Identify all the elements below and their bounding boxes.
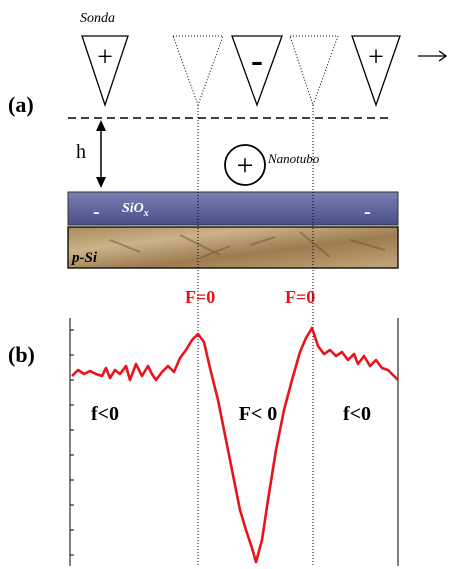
probe-sign: + [97, 42, 113, 73]
tick-marks [70, 330, 74, 555]
probe-sign: + [368, 42, 384, 73]
force-curve [72, 328, 398, 562]
panel-label: (b) [8, 342, 35, 367]
region-label: f<0 [343, 403, 371, 425]
probe-ghost [290, 36, 338, 105]
probe-sign: - [251, 40, 263, 80]
oxide-layer [68, 192, 398, 225]
probe-label: Sonda [80, 11, 115, 26]
oxide-text: SiO [122, 201, 144, 216]
substrate-label: p-Si [70, 250, 98, 266]
panel-label: (a) [8, 92, 34, 117]
substrate-layer [68, 227, 398, 268]
arrowhead [96, 177, 106, 188]
arrowhead [96, 120, 106, 131]
nanotube-sign: + [237, 149, 254, 182]
nanotube-label: Nanotubo [267, 151, 320, 166]
figure: Sonda + - + (a) h + Nanotubo - SiOx - p-… [0, 0, 454, 569]
gap-label: h [76, 141, 86, 163]
force-zero-label: F=0 [285, 287, 315, 307]
oxide-subscript: x [143, 208, 149, 219]
page: Sonda + - + (a) h + Nanotubo - SiOx - p-… [0, 0, 454, 569]
force-zero-label: F=0 [185, 287, 215, 307]
charge: - [364, 201, 371, 223]
charge: - [93, 201, 100, 223]
region-label: f<0 [91, 403, 119, 425]
region-label: F< 0 [239, 403, 278, 425]
probe-ghost [173, 36, 223, 105]
